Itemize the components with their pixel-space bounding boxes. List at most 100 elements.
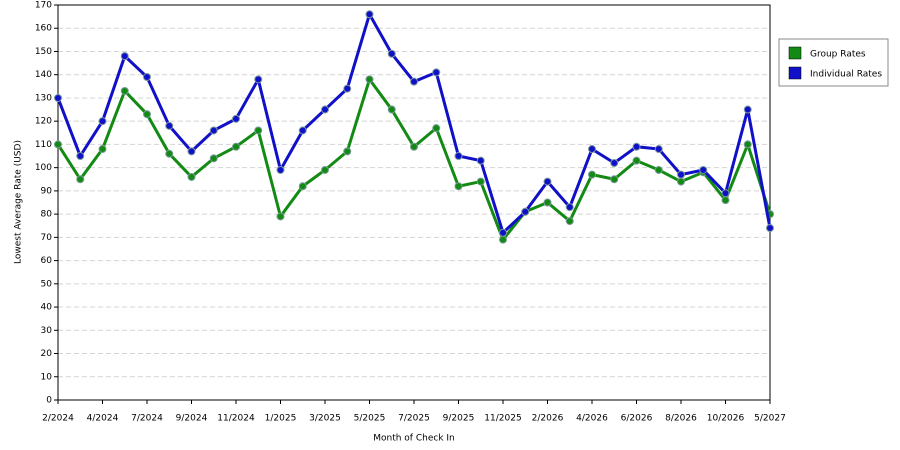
data-point xyxy=(610,175,619,184)
data-point xyxy=(454,152,463,161)
x-tick-label: 6/2026 xyxy=(621,414,653,424)
legend-label: Individual Rates xyxy=(810,70,882,80)
y-tick-label: 90 xyxy=(41,186,53,196)
data-point xyxy=(54,93,62,102)
data-point xyxy=(588,170,596,179)
x-tick-label: 3/2025 xyxy=(309,414,341,424)
data-point xyxy=(276,165,285,174)
data-point xyxy=(54,140,62,149)
data-point xyxy=(254,75,263,84)
data-point xyxy=(677,170,685,179)
data-point xyxy=(209,154,218,163)
data-point xyxy=(432,68,441,77)
data-point xyxy=(543,177,552,186)
data-point xyxy=(677,177,685,186)
data-point xyxy=(654,165,663,174)
x-tick-label: 5/2027 xyxy=(754,414,786,424)
data-point xyxy=(120,86,129,95)
data-point xyxy=(387,105,396,114)
data-point xyxy=(143,110,151,119)
data-point xyxy=(365,75,374,84)
y-tick-label: 80 xyxy=(41,210,53,220)
y-tick-label: 40 xyxy=(41,303,53,313)
data-point xyxy=(343,147,352,156)
x-tick-label: 9/2024 xyxy=(176,414,208,424)
x-tick-label: 1/2025 xyxy=(265,414,297,424)
data-point xyxy=(632,156,641,165)
data-point xyxy=(387,49,396,58)
data-point xyxy=(743,140,752,149)
data-point xyxy=(98,145,107,154)
data-point xyxy=(143,73,151,82)
legend-swatch xyxy=(788,66,802,80)
data-point xyxy=(321,165,329,174)
x-tick-label: 5/2025 xyxy=(354,414,386,424)
data-point xyxy=(521,207,530,216)
data-point xyxy=(543,198,552,207)
x-tick-label: 2/2024 xyxy=(42,414,74,424)
x-tick-label: 4/2024 xyxy=(87,414,119,424)
x-tick-label: 8/2026 xyxy=(665,414,697,424)
y-tick-label: 120 xyxy=(35,117,52,127)
data-point xyxy=(321,105,329,114)
data-point xyxy=(476,156,485,165)
x-tick-label: 4/2026 xyxy=(576,414,608,424)
data-point xyxy=(76,175,85,184)
x-tick-label: 11/2024 xyxy=(217,414,255,424)
series-line xyxy=(56,10,772,236)
data-point xyxy=(165,121,174,130)
data-point xyxy=(298,126,307,135)
y-tick-label: 170 xyxy=(35,1,52,11)
data-point xyxy=(454,182,463,191)
data-point xyxy=(410,142,418,151)
data-point xyxy=(721,196,730,205)
y-tick-label: 20 xyxy=(41,349,53,359)
y-tick-label: 50 xyxy=(41,279,53,289)
data-point xyxy=(410,77,418,86)
x-tick-label: 7/2024 xyxy=(131,414,163,424)
data-point xyxy=(276,212,285,221)
data-point xyxy=(499,235,507,244)
x-tick-label: 11/2025 xyxy=(484,414,521,424)
series-line xyxy=(56,76,772,243)
data-point xyxy=(232,114,240,123)
data-point xyxy=(343,84,352,93)
data-point xyxy=(432,124,441,133)
y-tick-label: 100 xyxy=(35,163,52,173)
data-point xyxy=(165,149,174,158)
y-tick-label: 70 xyxy=(41,233,53,243)
y-tick-label: 110 xyxy=(35,140,52,150)
data-point xyxy=(120,52,129,61)
data-point xyxy=(187,147,196,156)
data-point xyxy=(632,142,641,151)
data-point xyxy=(610,159,619,167)
x-tick-label: 9/2025 xyxy=(443,414,475,424)
data-point xyxy=(766,224,774,233)
y-tick-label: 10 xyxy=(41,372,53,382)
data-point xyxy=(98,117,107,126)
data-point xyxy=(365,10,374,19)
y-tick-label: 0 xyxy=(46,396,52,406)
x-axis-label: Month of Check In xyxy=(373,434,455,444)
data-point xyxy=(699,165,708,174)
data-point xyxy=(721,189,730,198)
data-point xyxy=(298,182,307,191)
y-tick-label: 140 xyxy=(35,70,52,80)
data-point xyxy=(565,203,574,212)
y-tick-label: 130 xyxy=(35,93,52,103)
y-tick-label: 30 xyxy=(41,326,53,336)
data-point xyxy=(743,105,752,114)
data-point xyxy=(476,177,485,186)
y-tick-label: 150 xyxy=(35,47,52,57)
data-point xyxy=(76,152,85,161)
plot-frame xyxy=(57,4,771,401)
x-tick-label: 7/2025 xyxy=(398,414,430,424)
data-point xyxy=(209,126,218,135)
data-point xyxy=(254,126,263,135)
data-point xyxy=(499,228,507,237)
data-point xyxy=(232,142,240,151)
x-tick-label: 2/2026 xyxy=(532,414,564,424)
data-point xyxy=(565,217,574,226)
